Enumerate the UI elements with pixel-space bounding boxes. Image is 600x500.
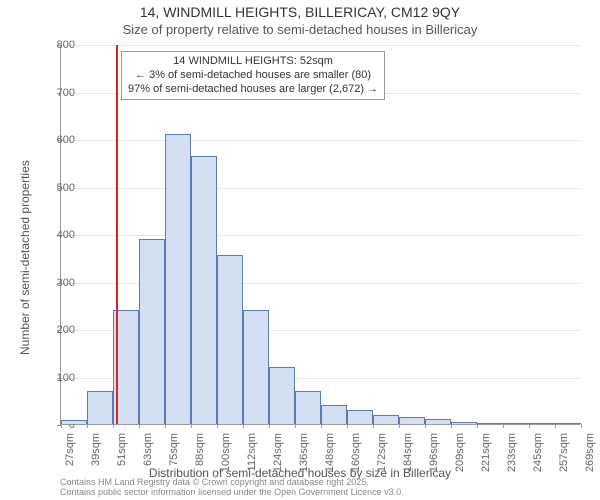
- histogram-bar: [503, 423, 529, 424]
- histogram-bar: [529, 423, 555, 424]
- histogram-bar: [165, 134, 191, 424]
- x-tick-mark: [581, 424, 582, 428]
- x-tick-mark: [191, 424, 192, 428]
- x-tick-mark: [477, 424, 478, 428]
- x-tick-mark: [529, 424, 530, 428]
- histogram-bar: [373, 415, 399, 425]
- x-tick-label: 221sqm: [480, 433, 492, 472]
- y-tick-label: 100: [35, 372, 75, 384]
- y-tick-label: 500: [35, 182, 75, 194]
- x-tick-mark: [113, 424, 114, 428]
- y-tick-label: 600: [35, 134, 75, 146]
- x-tick-mark: [425, 424, 426, 428]
- x-tick-label: 100sqm: [220, 433, 232, 472]
- x-tick-label: 148sqm: [324, 433, 336, 472]
- y-tick-label: 200: [35, 324, 75, 336]
- x-tick-mark: [503, 424, 504, 428]
- x-tick-mark: [139, 424, 140, 428]
- x-tick-mark: [269, 424, 270, 428]
- x-tick-mark: [217, 424, 218, 428]
- x-tick-mark: [321, 424, 322, 428]
- annotation-line: 14 WINDMILL HEIGHTS: 52sqm: [128, 55, 378, 69]
- y-tick-label: 700: [35, 87, 75, 99]
- x-tick-mark: [555, 424, 556, 428]
- annotation-box: 14 WINDMILL HEIGHTS: 52sqm← 3% of semi-d…: [121, 51, 385, 100]
- x-tick-mark: [165, 424, 166, 428]
- x-tick-label: 233sqm: [506, 433, 518, 472]
- x-tick-mark: [347, 424, 348, 428]
- histogram-bar: [451, 422, 477, 424]
- x-tick-label: 160sqm: [350, 433, 362, 472]
- histogram-bar: [191, 156, 217, 424]
- y-axis-label: Number of semi-detached properties: [18, 160, 32, 355]
- x-tick-mark: [399, 424, 400, 428]
- gridline: [61, 235, 580, 236]
- x-tick-label: 88sqm: [194, 433, 206, 466]
- x-tick-mark: [451, 424, 452, 428]
- x-tick-label: 184sqm: [402, 433, 414, 472]
- histogram-bar: [243, 310, 269, 424]
- histogram-bar: [477, 423, 503, 424]
- histogram-bar: [87, 391, 113, 424]
- x-tick-label: 75sqm: [168, 433, 180, 466]
- reference-line: [116, 45, 118, 424]
- histogram-bar: [295, 391, 321, 424]
- x-tick-label: 172sqm: [376, 433, 388, 472]
- footer-line-2: Contains public sector information licen…: [60, 488, 404, 498]
- histogram-bar: [139, 239, 165, 424]
- x-tick-label: 245sqm: [532, 433, 544, 472]
- x-tick-label: 112sqm: [246, 433, 258, 471]
- gridline: [61, 140, 580, 141]
- histogram-bar: [425, 419, 451, 424]
- chart-container: 14, WINDMILL HEIGHTS, BILLERICAY, CM12 9…: [0, 0, 600, 500]
- histogram-bar: [217, 255, 243, 424]
- x-tick-label: 39sqm: [90, 433, 102, 466]
- x-tick-mark: [243, 424, 244, 428]
- x-tick-label: 196sqm: [428, 433, 440, 472]
- histogram-bar: [347, 410, 373, 424]
- x-tick-label: 136sqm: [298, 433, 310, 472]
- y-tick-label: 800: [35, 39, 75, 51]
- plot-area: 14 WINDMILL HEIGHTS: 52sqm← 3% of semi-d…: [60, 45, 580, 425]
- x-tick-mark: [295, 424, 296, 428]
- y-tick-label: 400: [35, 229, 75, 241]
- x-tick-label: 124sqm: [272, 433, 284, 472]
- x-tick-label: 269sqm: [584, 433, 596, 472]
- gridline: [61, 188, 580, 189]
- histogram-bar: [321, 405, 347, 424]
- histogram-bar: [269, 367, 295, 424]
- histogram-bar: [61, 420, 87, 424]
- x-tick-label: 27sqm: [64, 433, 76, 466]
- annotation-line: ← 3% of semi-detached houses are smaller…: [128, 69, 378, 83]
- gridline: [61, 45, 580, 46]
- title-line-1: 14, WINDMILL HEIGHTS, BILLERICAY, CM12 9…: [0, 4, 600, 20]
- x-tick-label: 209sqm: [454, 433, 466, 472]
- footer-attribution: Contains HM Land Registry data © Crown c…: [60, 478, 404, 498]
- x-tick-mark: [87, 424, 88, 428]
- x-tick-mark: [373, 424, 374, 428]
- x-tick-label: 63sqm: [142, 433, 154, 466]
- title-line-2: Size of property relative to semi-detach…: [0, 22, 600, 37]
- x-tick-label: 51sqm: [116, 433, 128, 466]
- x-tick-label: 257sqm: [558, 433, 570, 472]
- y-tick-label: 300: [35, 277, 75, 289]
- histogram-bar: [555, 423, 581, 424]
- annotation-line: 97% of semi-detached houses are larger (…: [128, 83, 378, 97]
- histogram-bar: [399, 417, 425, 424]
